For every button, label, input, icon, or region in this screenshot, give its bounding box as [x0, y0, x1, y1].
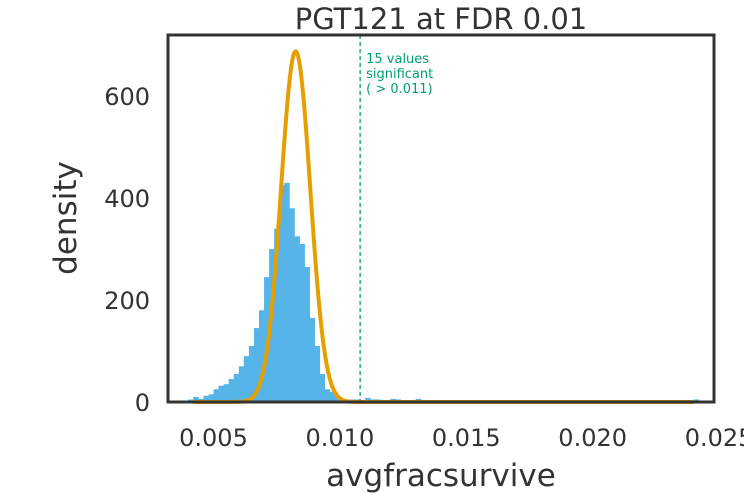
- x-tick-label: 0.010: [306, 424, 375, 452]
- histogram-bar: [334, 396, 341, 402]
- histogram-bar: [289, 208, 295, 402]
- x-tick-label: 0.025: [685, 424, 744, 452]
- gaussian-fit-line: [192, 49, 695, 404]
- histogram-bar: [279, 185, 285, 402]
- threshold-annotation-line: ( > 0.011): [366, 82, 433, 97]
- threshold-annotation-line: 15 values: [366, 52, 429, 67]
- fit-curve-layer: [192, 49, 695, 404]
- histogram-bar: [274, 228, 280, 402]
- histogram-bar: [233, 373, 240, 402]
- x-tick-label: 0.005: [179, 424, 248, 452]
- histogram-bar: [203, 395, 209, 402]
- histogram-bar: [248, 345, 255, 402]
- histogram-bar: [253, 328, 260, 402]
- histogram-bar: [193, 396, 199, 402]
- y-tick-label: 400: [104, 185, 150, 213]
- y-tick-label: 200: [104, 287, 150, 315]
- x-axis-label: avgfracsurvive: [326, 458, 556, 494]
- y-axis-ticks: 0 200 400 600: [104, 83, 150, 417]
- y-tick-label: 0: [135, 389, 150, 417]
- histogram-bar: [329, 391, 336, 402]
- chart-title: PGT121 at FDR 0.01: [295, 2, 588, 36]
- histogram-bar: [213, 389, 219, 402]
- histogram-bar: [208, 394, 214, 402]
- histogram-bar: [319, 373, 326, 402]
- histogram-bar: [324, 389, 331, 402]
- histogram-bar: [294, 236, 300, 402]
- histogram-bar: [304, 266, 310, 402]
- y-axis-label: density: [48, 161, 84, 275]
- x-tick-label: 0.015: [432, 424, 501, 452]
- histogram-bar: [223, 384, 230, 402]
- histogram-bar: [228, 379, 235, 402]
- x-axis-ticks: 0.005 0.010 0.015 0.020 0.025: [179, 424, 744, 452]
- threshold-annotation-line: significant: [366, 67, 433, 82]
- histogram-bar: [314, 345, 321, 402]
- histogram-bar: [259, 310, 265, 402]
- histogram-bar: [309, 317, 316, 402]
- histogram-bar: [284, 182, 290, 402]
- plot-frame: [166, 33, 716, 404]
- histogram-bar: [218, 385, 225, 402]
- histogram-bar: [299, 243, 305, 402]
- y-tick-label: 600: [104, 83, 150, 111]
- x-tick-label: 0.020: [558, 424, 627, 452]
- histogram-bar: [243, 356, 250, 403]
- histogram-bar: [365, 397, 371, 402]
- histogram-bar: [238, 366, 245, 402]
